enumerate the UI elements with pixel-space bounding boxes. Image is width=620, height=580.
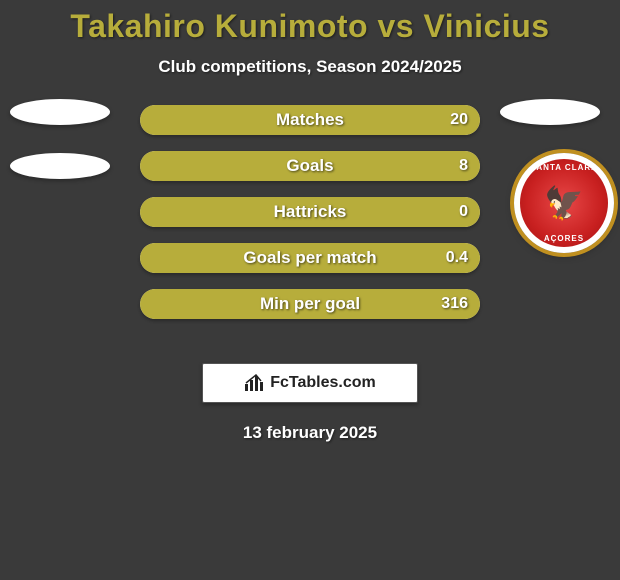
stat-bar-value: 20 bbox=[450, 105, 468, 135]
comparison-card: Takahiro Kunimoto vs Vinicius Club compe… bbox=[0, 0, 620, 443]
stat-bars: Matches20 Goals8 Hattricks0 Goals per match… bbox=[140, 105, 480, 335]
badge-bottom-text: AÇORES bbox=[520, 234, 608, 243]
eagle-icon: 🦅 bbox=[544, 187, 584, 219]
brand-text: FcTables.com bbox=[270, 374, 376, 392]
left-marker-2 bbox=[10, 153, 110, 179]
subtitle: Club competitions, Season 2024/2025 bbox=[0, 57, 620, 77]
stat-bar-value: 0 bbox=[459, 197, 468, 227]
club-badge: SANTA CLARA 🦅 AÇORES bbox=[514, 153, 614, 253]
stat-bar-label: Min per goal bbox=[140, 289, 480, 319]
bar-chart-icon bbox=[244, 374, 266, 392]
stat-bar-row: Min per goal316 bbox=[140, 289, 480, 319]
right-marker-1 bbox=[500, 99, 600, 125]
stat-bar-label: Goals per match bbox=[140, 243, 480, 273]
badge-top-text: SANTA CLARA bbox=[520, 163, 608, 172]
stat-bar-value: 316 bbox=[441, 289, 468, 319]
stat-bar-row: Goals per match0.4 bbox=[140, 243, 480, 273]
date-text: 13 february 2025 bbox=[0, 423, 620, 443]
page-title: Takahiro Kunimoto vs Vinicius bbox=[0, 8, 620, 45]
stat-bar-label: Hattricks bbox=[140, 197, 480, 227]
chart-area: SANTA CLARA 🦅 AÇORES Matches20 Goals8 Hatt… bbox=[0, 105, 620, 355]
left-marker-1 bbox=[10, 99, 110, 125]
brand-box: FcTables.com bbox=[202, 363, 418, 403]
stat-bar-value: 8 bbox=[459, 151, 468, 181]
stat-bar-row: Goals8 bbox=[140, 151, 480, 181]
left-player-markers bbox=[10, 105, 120, 207]
stat-bar-label: Goals bbox=[140, 151, 480, 181]
stat-bar-row: Hattricks0 bbox=[140, 197, 480, 227]
stat-bar-label: Matches bbox=[140, 105, 480, 135]
stat-bar-row: Matches20 bbox=[140, 105, 480, 135]
right-player-markers bbox=[500, 105, 610, 153]
stat-bar-value: 0.4 bbox=[446, 243, 468, 273]
